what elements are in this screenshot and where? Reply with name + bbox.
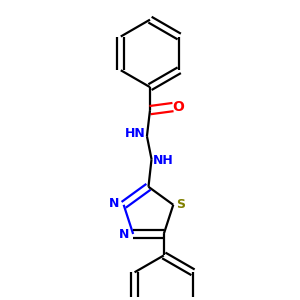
Text: O: O <box>172 100 184 114</box>
Text: N: N <box>119 228 129 242</box>
Text: S: S <box>176 198 185 211</box>
Text: NH: NH <box>153 154 174 167</box>
Text: N: N <box>109 197 120 210</box>
Text: HN: HN <box>125 127 146 140</box>
